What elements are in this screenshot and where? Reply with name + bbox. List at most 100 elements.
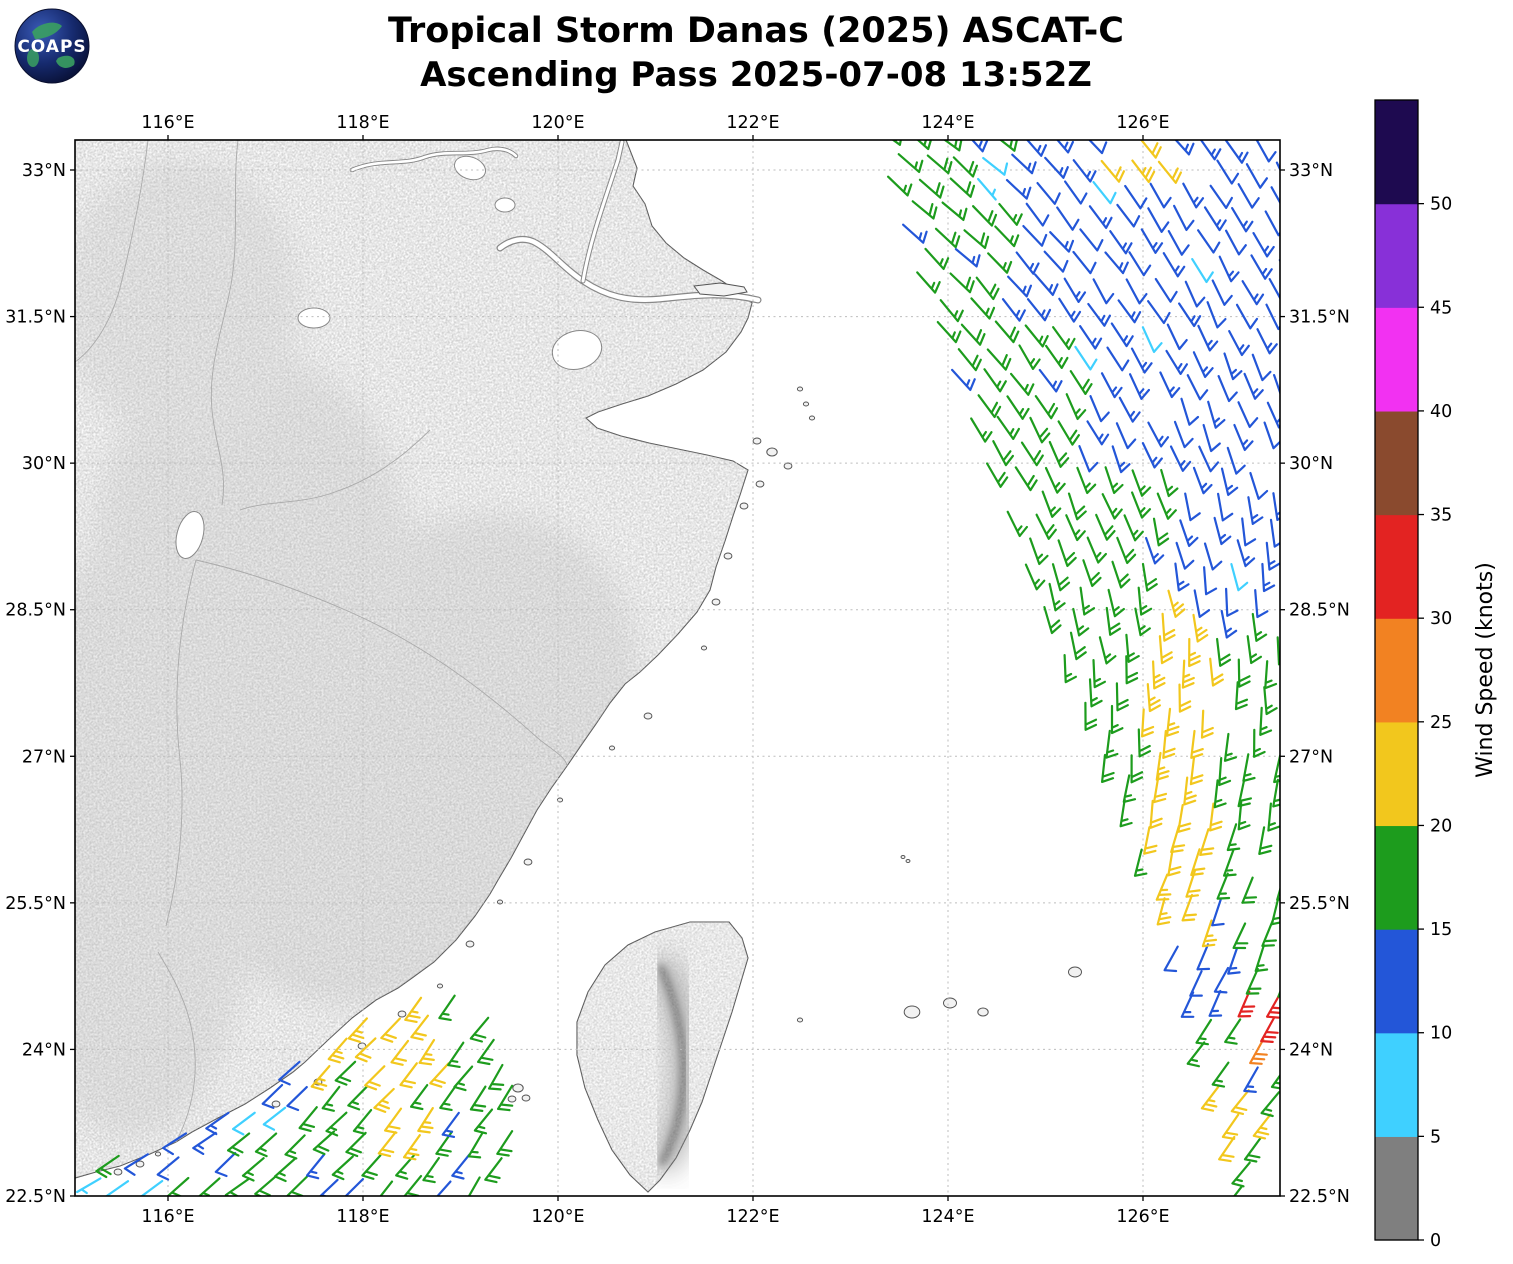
tick-label: 122°E [726,113,779,133]
wind-barb [1056,206,1080,231]
wind-barb [1117,299,1142,324]
wind-barb [1162,729,1176,759]
wind-barb [1015,251,1040,275]
wind-barb [1078,445,1099,473]
globe-continent [56,55,75,68]
wind-barb [104,1180,130,1196]
wind-barb [1261,919,1277,947]
colorbar: 0 5 10 15 20 25 30 35 40 45 50 Wind Speed (knots) [1374,99,1498,1251]
wind-barb [1226,446,1246,475]
wind-barb [949,272,975,294]
wind-barb [254,1175,277,1196]
wind-barb [1218,1135,1236,1163]
tick-label: 5 [1430,1127,1441,1147]
wind-barb [998,203,1023,226]
wind-barb [1147,421,1170,448]
wind-barb [1228,330,1250,357]
wind-barb [467,1131,484,1159]
wind-barb [379,1180,394,1196]
tick-label: 124°E [921,113,974,133]
wind-barb [1111,560,1131,589]
wind-barb [1223,849,1237,877]
tick-label: 30°N [1289,454,1333,474]
tick-label: 28.5°N [1289,601,1350,621]
wind-barb [453,1065,474,1092]
wind-barb [1129,373,1150,400]
wind-barb [1278,259,1280,263]
wind-barb [1011,153,1037,175]
wind-barb [1005,179,1032,200]
wind-barb [1169,445,1192,472]
wind-barb [994,320,1020,344]
small-islands [113,386,1082,1176]
wind-barb [1158,635,1174,665]
wind-barb [469,1085,487,1112]
wind-barb [334,1060,357,1086]
wind-barb [1105,729,1119,759]
wind-barb [496,1130,514,1157]
wind-barb [1049,231,1075,253]
wind-barb [1167,847,1182,877]
wind-barb [1256,328,1278,355]
wind-barb [1101,753,1115,783]
wind-barb [1137,586,1153,616]
wind-barb [1131,469,1152,497]
wind-barb [941,201,968,221]
wind-barb [1268,278,1280,301]
wind-barb [438,994,456,1021]
tick-label: 116°E [141,113,194,133]
wind-barb [1254,589,1269,619]
province-borders [75,140,568,1143]
wind-barb [1165,349,1188,375]
map-plot: 116°E 116°E 118°E 118°E 120°E 120°E 122°E 122°E… [5,113,1350,1227]
wind-barb [1260,1016,1279,1043]
wind-barb [1082,559,1102,587]
wind-barb [1134,607,1151,637]
wind-barb [1241,517,1257,547]
wind-barb [1130,754,1144,784]
wind-barb [1263,421,1280,450]
wind-barb [1092,278,1115,305]
wind-barb [1198,445,1220,473]
lake-poyang [175,511,205,559]
wind-barb [347,1085,369,1111]
wind-barb [1104,466,1124,494]
wind-barb [1130,347,1153,374]
wind-barb [1101,493,1123,520]
wind-barb [1217,492,1234,522]
wind-barb [1191,258,1214,284]
axis-tick-labels: 116°E 116°E 118°E 118°E 120°E 120°E 122°E 122°E… [5,113,1350,1227]
wind-barb [384,1107,403,1134]
wind-barb [1243,1066,1259,1093]
chongming-island [693,282,748,297]
tick-label: 27°N [22,747,66,767]
wind-barb [1220,467,1239,496]
wind-barb [1105,606,1121,636]
wind-barb [1231,1161,1251,1188]
wind-barb [232,1199,254,1221]
wind-barb [1188,637,1201,668]
wind-barb [1273,374,1280,396]
wind-barb [1251,612,1268,642]
wind-barb [1063,277,1087,303]
tick-label: 25.5°N [5,894,66,914]
wind-barb [312,1130,336,1156]
wind-barb [1163,945,1179,973]
wind-barb [1226,823,1241,852]
wind-barb [254,1132,278,1158]
wind-barb [76,1177,102,1195]
wind-barb [916,271,941,294]
wind-barb [475,1201,489,1225]
wind-barb [1180,397,1200,426]
wind-barb [263,1202,283,1225]
wind-barb [451,1153,471,1180]
wind-barb [1034,273,1059,296]
wind-barb [84,1205,106,1226]
wind-barb [1225,229,1247,256]
wind-barb [1022,225,1048,247]
wind-barb [1160,468,1179,498]
wind-barb [1237,658,1251,688]
wind-barb [321,1085,341,1112]
wind-barb [970,140,989,153]
wind-barb [364,1065,386,1091]
